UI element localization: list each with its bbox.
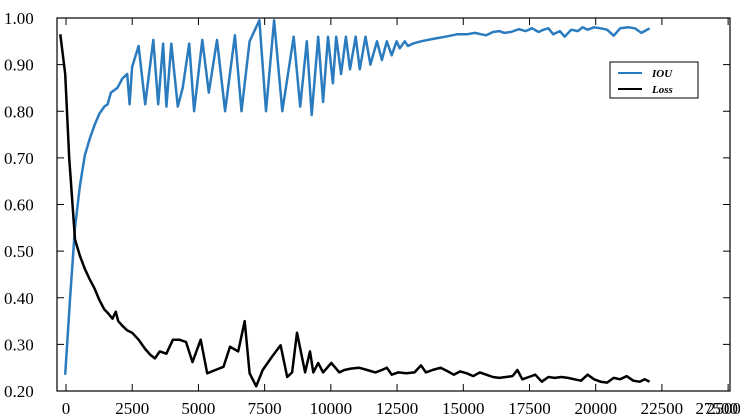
series-line-loss: [59, 34, 651, 388]
y-tick-label: 0.90: [4, 56, 34, 75]
y-tick-label: 0.30: [4, 335, 34, 354]
series-loss: [59, 34, 651, 388]
legend-box: [609, 61, 699, 99]
x-tick-label: 27500: [696, 399, 739, 418]
x-tick-label: 22500: [641, 399, 684, 418]
series-iou: [63, 19, 651, 375]
legend-label-iou: IOU: [651, 68, 673, 80]
x-tick-label: 25000: [707, 399, 740, 418]
x-tick-label: 7500: [248, 399, 282, 418]
x-tick-label: 15000: [442, 399, 485, 418]
y-tick-label: 0.70: [4, 149, 34, 168]
x-tick-label: 20000: [574, 399, 617, 418]
y-tick-label: 0.50: [4, 242, 34, 261]
y-tick-label: 1.00: [4, 9, 34, 28]
y-tick-label: 0.60: [4, 196, 34, 215]
x-tick-label: 17500: [508, 399, 551, 418]
x-axis: 0 2500 5000 7500 10000 12500 15000 17500 20000 22…: [62, 18, 740, 418]
legend: IOU Loss: [609, 61, 699, 99]
x-tick-label: 10000: [310, 399, 353, 418]
y-tick-label: 0.20: [4, 382, 34, 401]
series-line-iou: [63, 19, 651, 375]
x-tick-label: 5000: [181, 399, 215, 418]
y-axis: 0.20 0.30 0.40 0.50 0.60 0.70 0.80 0.90 1.00: [4, 9, 730, 401]
x-tick-label: 2500: [115, 399, 149, 418]
x-tick-label: 0: [62, 399, 71, 418]
y-tick-label: 0.40: [4, 289, 34, 308]
legend-label-loss: Loss: [651, 84, 673, 96]
x-tick-label: 12500: [376, 399, 419, 418]
y-tick-label: 0.80: [4, 102, 34, 121]
